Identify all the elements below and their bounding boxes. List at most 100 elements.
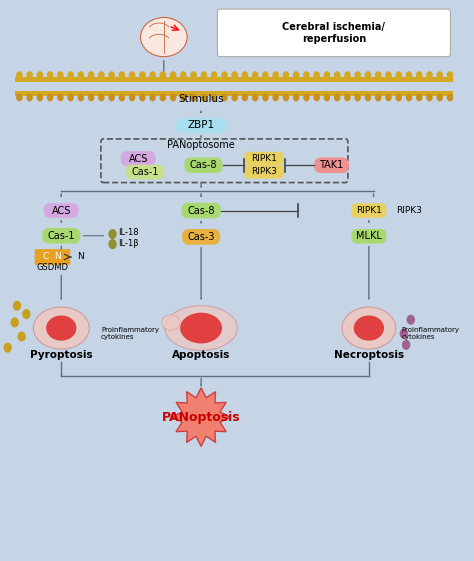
FancyBboxPatch shape xyxy=(244,152,284,165)
Text: Proinflammatory
cytokines: Proinflammatory cytokines xyxy=(401,327,459,340)
Circle shape xyxy=(129,94,136,102)
Circle shape xyxy=(242,71,248,79)
Circle shape xyxy=(437,71,443,79)
Bar xyxy=(15,77,453,82)
Circle shape xyxy=(385,94,392,102)
Text: Cas-1: Cas-1 xyxy=(131,167,159,177)
Circle shape xyxy=(313,94,320,102)
Circle shape xyxy=(334,71,340,79)
Text: ZBP1: ZBP1 xyxy=(188,121,215,131)
Circle shape xyxy=(375,71,382,79)
Text: RIPK3: RIPK3 xyxy=(251,167,277,177)
Circle shape xyxy=(3,343,12,353)
Circle shape xyxy=(160,94,166,102)
Circle shape xyxy=(98,94,105,102)
Circle shape xyxy=(149,71,156,79)
Circle shape xyxy=(416,71,422,79)
Circle shape xyxy=(303,94,310,102)
FancyBboxPatch shape xyxy=(126,165,164,179)
Circle shape xyxy=(355,71,361,79)
Circle shape xyxy=(170,94,176,102)
Circle shape xyxy=(407,315,415,325)
Text: PANoptosome: PANoptosome xyxy=(167,140,235,150)
Circle shape xyxy=(88,71,94,79)
Circle shape xyxy=(447,71,453,79)
Circle shape xyxy=(191,71,197,79)
Circle shape xyxy=(344,71,351,79)
Text: Stimulus: Stimulus xyxy=(178,94,224,104)
Circle shape xyxy=(16,94,23,102)
Ellipse shape xyxy=(33,307,89,349)
Circle shape xyxy=(252,94,258,102)
FancyBboxPatch shape xyxy=(121,151,155,166)
Ellipse shape xyxy=(46,315,76,341)
Circle shape xyxy=(78,71,84,79)
Circle shape xyxy=(18,332,26,342)
Circle shape xyxy=(78,94,84,102)
Text: Necroptosis: Necroptosis xyxy=(334,350,404,360)
Circle shape xyxy=(375,94,382,102)
FancyBboxPatch shape xyxy=(182,229,220,245)
Circle shape xyxy=(129,71,136,79)
Circle shape xyxy=(426,94,433,102)
Text: ACS: ACS xyxy=(128,154,148,163)
Circle shape xyxy=(160,71,166,79)
Circle shape xyxy=(400,329,408,339)
Circle shape xyxy=(139,71,146,79)
Circle shape xyxy=(88,94,94,102)
Ellipse shape xyxy=(342,307,396,349)
FancyBboxPatch shape xyxy=(244,165,284,178)
Circle shape xyxy=(447,94,453,102)
Text: PANoptosis: PANoptosis xyxy=(162,411,240,424)
Circle shape xyxy=(303,71,310,79)
Circle shape xyxy=(262,94,269,102)
Circle shape xyxy=(201,71,207,79)
Text: Apoptosis: Apoptosis xyxy=(172,350,230,360)
Text: N: N xyxy=(78,252,84,261)
Circle shape xyxy=(283,94,289,102)
Circle shape xyxy=(406,94,412,102)
Circle shape xyxy=(170,71,176,79)
Circle shape xyxy=(57,71,64,79)
Circle shape xyxy=(149,94,156,102)
Circle shape xyxy=(262,71,269,79)
Circle shape xyxy=(67,94,74,102)
Text: IL-1β: IL-1β xyxy=(118,238,139,247)
Circle shape xyxy=(293,71,300,79)
Text: Cas-1: Cas-1 xyxy=(47,231,75,241)
Text: C  N: C N xyxy=(43,252,62,261)
Circle shape xyxy=(118,94,125,102)
Circle shape xyxy=(231,71,238,79)
Polygon shape xyxy=(172,388,230,447)
Circle shape xyxy=(98,71,105,79)
Circle shape xyxy=(221,94,228,102)
Circle shape xyxy=(22,309,30,319)
Circle shape xyxy=(27,71,33,79)
Circle shape xyxy=(211,71,218,79)
Circle shape xyxy=(252,71,258,79)
Circle shape xyxy=(334,94,340,102)
Circle shape xyxy=(437,94,443,102)
Ellipse shape xyxy=(165,306,237,351)
Circle shape xyxy=(201,94,207,102)
Circle shape xyxy=(57,94,64,102)
Circle shape xyxy=(324,71,330,79)
Circle shape xyxy=(180,71,187,79)
Circle shape xyxy=(426,71,433,79)
Text: RIPK1: RIPK1 xyxy=(251,154,277,163)
Circle shape xyxy=(191,94,197,102)
Circle shape xyxy=(273,71,279,79)
Circle shape xyxy=(109,229,117,239)
Text: Cas-3: Cas-3 xyxy=(187,232,215,242)
Circle shape xyxy=(395,94,402,102)
Circle shape xyxy=(283,71,289,79)
Text: Pyroptosis: Pyroptosis xyxy=(30,350,92,360)
Circle shape xyxy=(118,71,125,79)
Circle shape xyxy=(16,71,23,79)
Circle shape xyxy=(47,71,54,79)
Ellipse shape xyxy=(354,315,384,341)
FancyBboxPatch shape xyxy=(44,203,79,218)
Text: Cerebral ischemia/
reperfusion: Cerebral ischemia/ reperfusion xyxy=(283,22,385,44)
FancyBboxPatch shape xyxy=(184,158,222,173)
Circle shape xyxy=(109,71,115,79)
